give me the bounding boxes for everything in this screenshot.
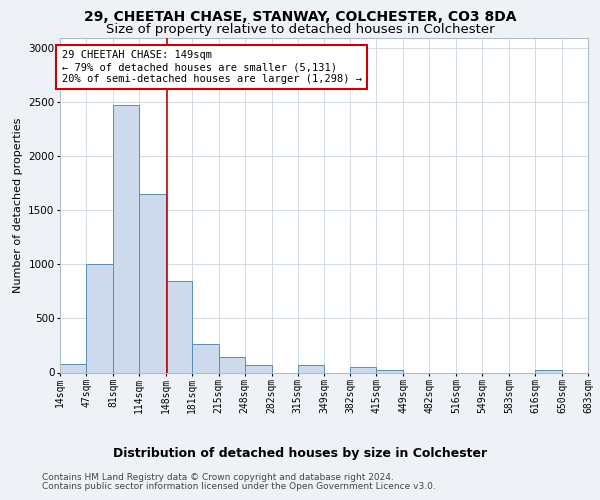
Bar xyxy=(376,370,403,372)
Y-axis label: Number of detached properties: Number of detached properties xyxy=(13,118,23,292)
Bar xyxy=(298,366,325,372)
Text: 29 CHEETAH CHASE: 149sqm
← 79% of detached houses are smaller (5,131)
20% of sem: 29 CHEETAH CHASE: 149sqm ← 79% of detach… xyxy=(62,50,362,84)
Bar xyxy=(86,264,113,372)
Bar xyxy=(60,364,86,372)
Text: Contains HM Land Registry data © Crown copyright and database right 2024.: Contains HM Land Registry data © Crown c… xyxy=(42,472,394,482)
Text: Size of property relative to detached houses in Colchester: Size of property relative to detached ho… xyxy=(106,22,494,36)
Bar xyxy=(139,194,166,372)
Text: Distribution of detached houses by size in Colchester: Distribution of detached houses by size … xyxy=(113,448,487,460)
Bar xyxy=(535,370,562,372)
Bar xyxy=(113,104,139,372)
Text: Contains public sector information licensed under the Open Government Licence v3: Contains public sector information licen… xyxy=(42,482,436,491)
Bar xyxy=(350,366,376,372)
Bar xyxy=(192,344,218,372)
Bar xyxy=(218,357,245,372)
Bar xyxy=(166,280,192,372)
Bar xyxy=(245,365,272,372)
Text: 29, CHEETAH CHASE, STANWAY, COLCHESTER, CO3 8DA: 29, CHEETAH CHASE, STANWAY, COLCHESTER, … xyxy=(84,10,516,24)
